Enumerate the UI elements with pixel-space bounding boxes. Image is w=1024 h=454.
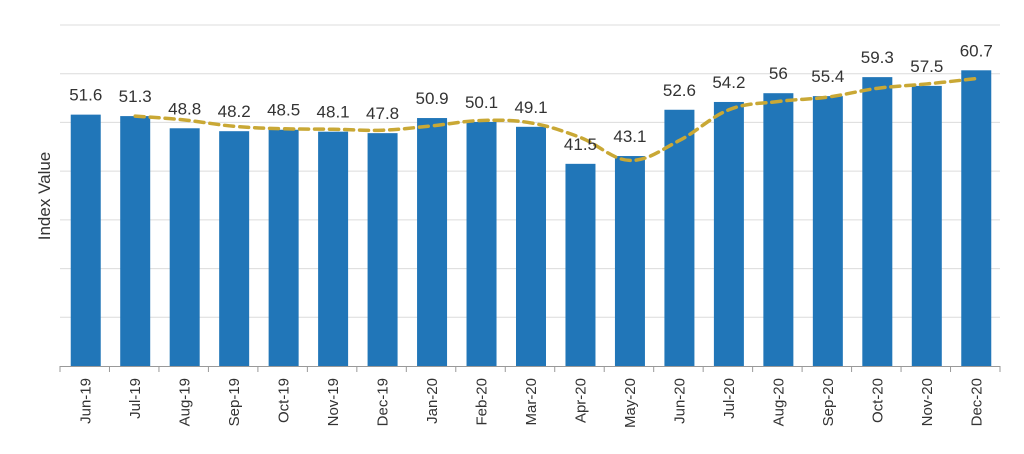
x-tick-label: Dec-19	[375, 378, 392, 426]
value-label: 52.6	[663, 81, 696, 100]
x-tick-label: Dec-20	[968, 378, 985, 426]
bar	[169, 128, 200, 366]
y-axis-label: Index Value	[35, 152, 54, 241]
bar	[763, 93, 794, 366]
trend-line	[133, 76, 979, 163]
bar-series	[70, 70, 992, 367]
bar	[417, 118, 448, 367]
value-label: 57.5	[910, 57, 943, 76]
bar	[120, 116, 151, 367]
x-tick-label: Aug-20	[770, 378, 787, 426]
x-tick-label: Jun-19	[78, 378, 95, 424]
value-label: 51.6	[69, 86, 102, 105]
value-label: 47.8	[366, 104, 399, 123]
x-tick-label: Jul-20	[721, 378, 738, 419]
x-tick-label: Apr-20	[572, 378, 589, 423]
x-tick-label: Jul-19	[127, 378, 144, 419]
bar	[318, 131, 349, 366]
bar	[614, 156, 645, 366]
value-label: 48.2	[218, 102, 251, 121]
value-label: 51.3	[119, 87, 152, 106]
x-tick-label: May-20	[622, 378, 639, 428]
x-tick-label: Sep-20	[820, 378, 837, 426]
value-label: 56	[769, 64, 788, 83]
x-tick-label: Mar-20	[523, 378, 540, 426]
value-label: 50.9	[416, 89, 449, 108]
bar	[713, 101, 744, 367]
x-tick-label: Jan-20	[424, 378, 441, 424]
value-label: 41.5	[564, 135, 597, 154]
value-label: 59.3	[861, 48, 894, 67]
value-label: 48.1	[317, 103, 350, 122]
bar	[664, 109, 695, 367]
bar	[565, 163, 596, 366]
x-tick-label: Sep-19	[226, 378, 243, 426]
x-axis-ticks: Jun-19 Jul-19 Aug-19 Sep-19 Oct-19 Nov-19 Dec-…	[59, 366, 1001, 428]
value-label: 48.5	[267, 101, 300, 120]
x-tick-label: Nov-19	[325, 378, 342, 426]
x-tick-label: Oct-19	[276, 378, 293, 423]
bar	[466, 121, 497, 366]
value-label: 54.2	[712, 73, 745, 92]
bar	[268, 129, 299, 366]
bar	[911, 85, 942, 367]
value-labels: 51.6 51.3 48.8 48.2 48.5 48.1 47.8 50.9 50.1 49.1…	[69, 41, 993, 154]
bar	[812, 96, 843, 366]
value-label: 48.8	[168, 99, 201, 118]
value-label: 43.1	[613, 127, 646, 146]
x-tick-label: Aug-19	[177, 378, 194, 426]
bar	[961, 70, 992, 366]
bar	[862, 77, 893, 367]
bar	[367, 133, 398, 366]
bar	[219, 131, 250, 366]
value-label: 55.4	[811, 67, 844, 86]
bar	[516, 126, 546, 366]
x-tick-label: Feb-20	[474, 378, 491, 426]
x-tick-label: Jun-20	[671, 378, 688, 424]
value-label: 49.1	[514, 98, 547, 117]
value-label: 50.1	[465, 93, 498, 112]
x-tick-label: Nov-20	[919, 378, 936, 426]
x-tick-label: Oct-20	[869, 378, 886, 423]
value-label: 60.7	[960, 41, 993, 60]
bar	[70, 114, 101, 367]
